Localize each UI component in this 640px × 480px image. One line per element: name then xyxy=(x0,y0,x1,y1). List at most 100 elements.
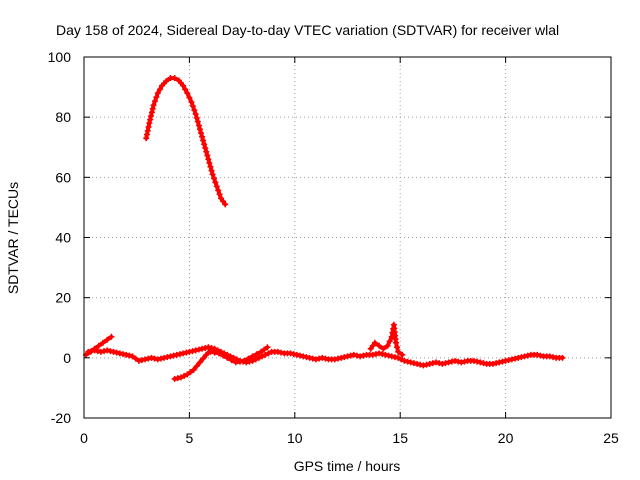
data-point xyxy=(407,359,414,366)
data-point xyxy=(123,351,130,358)
data-point xyxy=(213,183,220,190)
data-point xyxy=(101,348,108,355)
data-point xyxy=(200,137,207,144)
data-point xyxy=(107,348,114,355)
data-point xyxy=(220,198,227,205)
data-point xyxy=(357,353,364,360)
data-point xyxy=(151,355,158,362)
data-point xyxy=(331,356,338,363)
data-point xyxy=(148,112,155,119)
data-point xyxy=(385,352,392,359)
data-point xyxy=(212,179,219,186)
data-point xyxy=(559,354,566,361)
data-point xyxy=(200,355,207,362)
y-tick-label: 80 xyxy=(55,109,71,125)
data-point xyxy=(534,351,541,358)
data-point xyxy=(410,360,417,367)
data-point xyxy=(394,344,401,351)
data-point xyxy=(196,359,203,366)
data-point xyxy=(194,118,201,125)
x-axis-label: GPS time / hours xyxy=(294,458,401,474)
data-point xyxy=(293,351,300,358)
tick-layer xyxy=(83,56,612,419)
data-point xyxy=(110,348,117,355)
data-point xyxy=(515,354,522,361)
data-point xyxy=(199,133,206,140)
data-point xyxy=(164,354,171,361)
data-point xyxy=(546,353,553,360)
data-point xyxy=(143,135,150,142)
data-point xyxy=(417,361,424,368)
data-point xyxy=(423,361,430,368)
data-point xyxy=(186,348,193,355)
data-point xyxy=(399,351,406,358)
data-point xyxy=(369,351,376,358)
y-tick-label: 100 xyxy=(48,49,72,65)
data-point xyxy=(499,358,506,365)
data-point xyxy=(182,86,189,93)
data-point xyxy=(203,148,210,155)
data-point xyxy=(215,187,222,194)
y-tick-label: 0 xyxy=(63,350,71,366)
data-point xyxy=(470,357,477,364)
data-point xyxy=(391,354,398,361)
data-point xyxy=(171,75,178,82)
y-tick-label: 60 xyxy=(55,169,71,185)
data-point xyxy=(319,354,326,361)
data-point xyxy=(104,336,111,343)
data-point xyxy=(493,360,500,367)
data-point xyxy=(297,352,304,359)
data-point xyxy=(433,359,440,366)
data-point xyxy=(143,131,150,138)
data-point xyxy=(392,339,399,346)
data-point xyxy=(209,171,216,178)
data-point xyxy=(439,360,446,367)
data-point xyxy=(177,374,184,381)
data-point xyxy=(401,357,408,364)
data-point xyxy=(119,351,126,358)
data-point xyxy=(144,127,151,134)
data-point xyxy=(157,355,164,362)
data-point xyxy=(163,78,170,85)
data-point xyxy=(148,109,155,116)
data-point xyxy=(382,351,389,358)
data-point xyxy=(353,352,360,359)
data-point xyxy=(429,360,436,367)
data-point xyxy=(249,353,256,360)
x-tick-label: 25 xyxy=(603,430,619,446)
data-point xyxy=(108,333,115,340)
data-point xyxy=(414,360,421,367)
chart-title: Day 158 of 2024, Sidereal Day-to-day VTE… xyxy=(56,22,559,38)
data-point xyxy=(255,354,262,361)
data-point xyxy=(216,191,223,198)
data-point xyxy=(316,355,323,362)
data-point xyxy=(183,349,190,356)
data-point xyxy=(116,350,123,357)
data-point xyxy=(404,358,411,365)
data-point xyxy=(379,351,386,358)
data-point xyxy=(192,111,199,118)
data-point xyxy=(264,344,271,351)
y-tick-label: 40 xyxy=(55,230,71,246)
data-point xyxy=(388,353,395,360)
data-point xyxy=(261,346,268,353)
data-point xyxy=(380,345,387,352)
data-point xyxy=(222,201,229,208)
data-point xyxy=(508,356,515,363)
data-point xyxy=(442,360,449,367)
data-point xyxy=(192,347,199,354)
data-point xyxy=(181,372,188,379)
data-point xyxy=(220,352,227,359)
data-point xyxy=(189,103,196,110)
data-point xyxy=(135,357,142,364)
data-point xyxy=(187,369,194,376)
data-point xyxy=(210,175,217,182)
data-point xyxy=(386,338,393,345)
data-point xyxy=(145,123,152,130)
data-point xyxy=(262,351,269,358)
data-point xyxy=(300,353,307,360)
data-point xyxy=(537,352,544,359)
data-point xyxy=(360,352,367,359)
data-point xyxy=(206,160,213,167)
